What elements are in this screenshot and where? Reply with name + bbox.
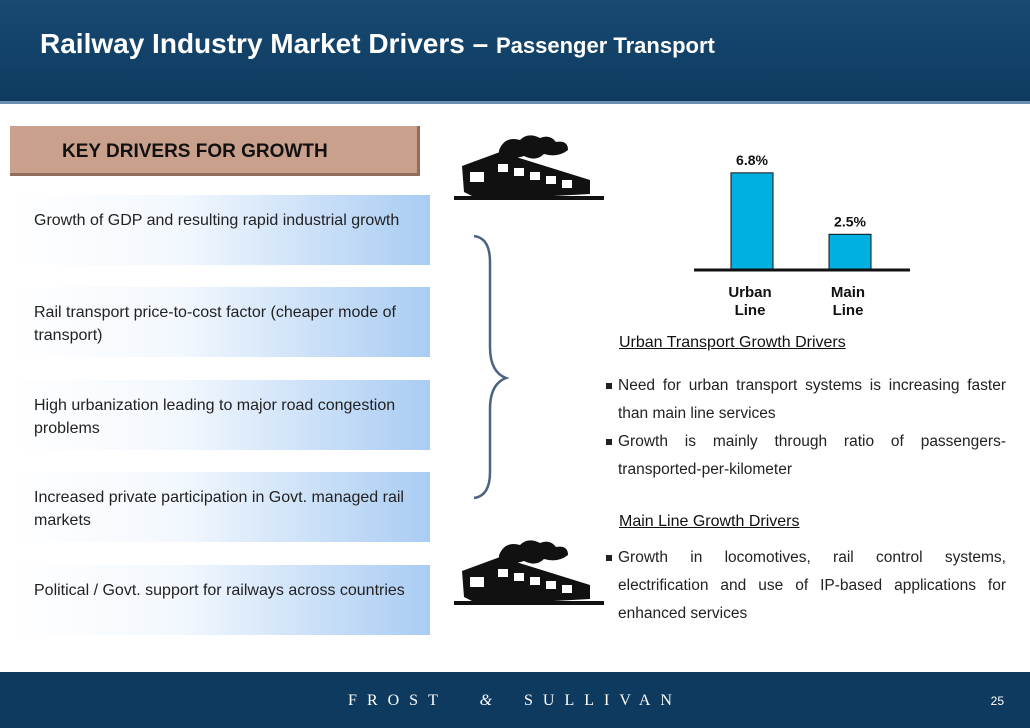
title-separator: – — [464, 28, 496, 59]
brand-left: FROST — [348, 692, 448, 709]
page-number: 25 — [990, 694, 1004, 708]
urban-drivers-list: Need for urban transport systems is incr… — [604, 372, 1006, 484]
train-clipart-icon — [454, 540, 604, 605]
footer-bar: FROST & SULLIVAN 25 — [0, 672, 1030, 728]
category-label: Line — [833, 302, 864, 319]
train-clipart-icon — [454, 135, 604, 200]
urban-drivers-heading: Urban Transport Growth Drivers — [619, 334, 846, 351]
brand-right: SULLIVAN — [524, 692, 682, 709]
bullet-item: Growth in locomotives, rail control syst… — [604, 544, 1006, 628]
driver-text: Growth of GDP and resulting rapid indust… — [34, 212, 400, 229]
driver-box-private: Increased private participation in Govt.… — [10, 472, 430, 542]
driver-text: Rail transport price-to-cost factor (che… — [34, 304, 396, 344]
bar-main-line — [828, 233, 872, 271]
category-label: Urban — [728, 284, 771, 301]
category-label: Main — [831, 284, 865, 301]
title-subtitle: Passenger Transport — [495, 33, 715, 58]
title-bar: Railway Industry Market Drivers – Passen… — [0, 0, 1030, 104]
driver-text: High urbanization leading to major road … — [34, 397, 396, 437]
mainline-drivers-list: Growth in locomotives, rail control syst… — [604, 544, 1006, 628]
bullet-item: Need for urban transport systems is incr… — [604, 372, 1006, 428]
category-label: Line — [735, 302, 766, 319]
bullet-item: Growth is mainly through ratio of passen… — [604, 428, 1006, 484]
driver-text: Political / Govt. support for railways a… — [34, 582, 405, 599]
brand-logo: FROST & SULLIVAN — [0, 692, 1030, 710]
brand-ampersand: & — [479, 692, 493, 709]
key-drivers-header: KEY DRIVERS FOR GROWTH — [10, 126, 420, 176]
title-rule — [0, 101, 1030, 104]
driver-box-price: Rail transport price-to-cost factor (che… — [10, 287, 430, 357]
brace-icon — [473, 234, 510, 500]
mainline-drivers-heading: Main Line Growth Drivers — [619, 513, 800, 530]
driver-box-urbanization: High urbanization leading to major road … — [10, 380, 430, 450]
driver-box-political: Political / Govt. support for railways a… — [10, 565, 430, 635]
bar-value-label: 6.8% — [736, 152, 768, 168]
driver-box-gdp: Growth of GDP and resulting rapid indust… — [10, 195, 430, 265]
bar-value-label: 2.5% — [834, 213, 866, 229]
bar-urban-line — [730, 172, 774, 271]
slide-title: Railway Industry Market Drivers – Passen… — [40, 28, 715, 60]
title-main: Railway Industry Market Drivers — [40, 28, 465, 59]
key-drivers-heading: KEY DRIVERS FOR GROWTH — [62, 141, 328, 162]
driver-text: Increased private participation in Govt.… — [34, 489, 404, 529]
